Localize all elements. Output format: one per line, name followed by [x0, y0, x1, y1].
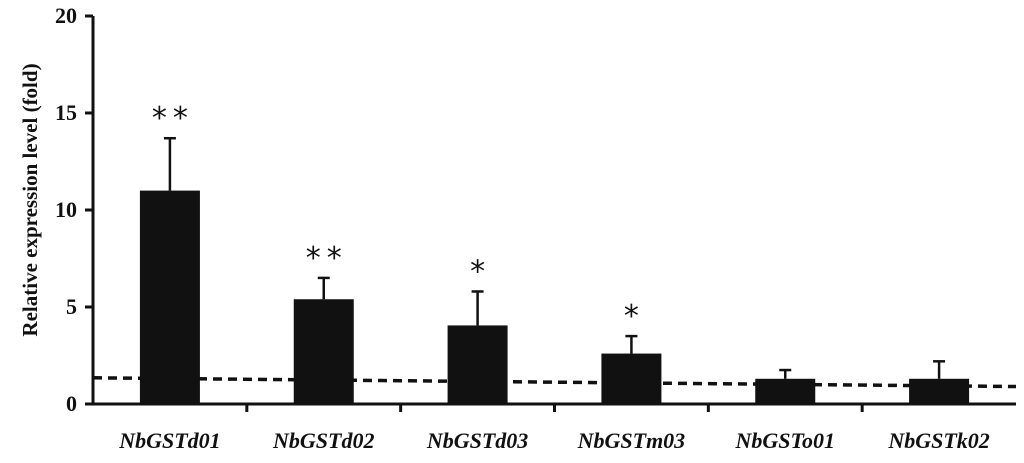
labels: * * NbGSTd01 * * NbGSTd02 * NbGSTd03 * NbGSTm03… — [118, 101, 990, 453]
bar — [293, 299, 354, 404]
significance-label: * — [624, 299, 639, 334]
axes: 0 5 10 15 20 — [55, 3, 1016, 416]
significance-label: * * — [152, 101, 188, 136]
x-category-label: NbGSTd01 — [118, 428, 220, 453]
x-category-label: NbGSTo01 — [735, 428, 835, 453]
reference-line — [92, 376, 1017, 389]
y-axis-title: Relative expression level (fold) — [18, 63, 42, 336]
y-tick-label: 0 — [66, 391, 77, 416]
significance-label: * — [470, 254, 485, 289]
dashed-reference-line — [92, 376, 1017, 389]
y-tick-label: 15 — [55, 100, 77, 125]
x-category-label: NbGSTd03 — [426, 428, 528, 453]
y-tick-label: 20 — [55, 3, 77, 28]
y-tick-label: 10 — [55, 197, 77, 222]
x-category-label: NbGSTk02 — [887, 428, 989, 453]
bar — [909, 378, 970, 404]
bar — [755, 378, 816, 404]
bar — [139, 190, 200, 404]
y-tick-label: 5 — [66, 294, 77, 319]
bar — [447, 325, 508, 404]
x-category-label: NbGSTm03 — [577, 428, 686, 453]
bars — [139, 136, 970, 404]
significance-label: * * — [306, 241, 342, 276]
bar — [601, 353, 662, 404]
x-category-label: NbGSTd02 — [272, 428, 374, 453]
